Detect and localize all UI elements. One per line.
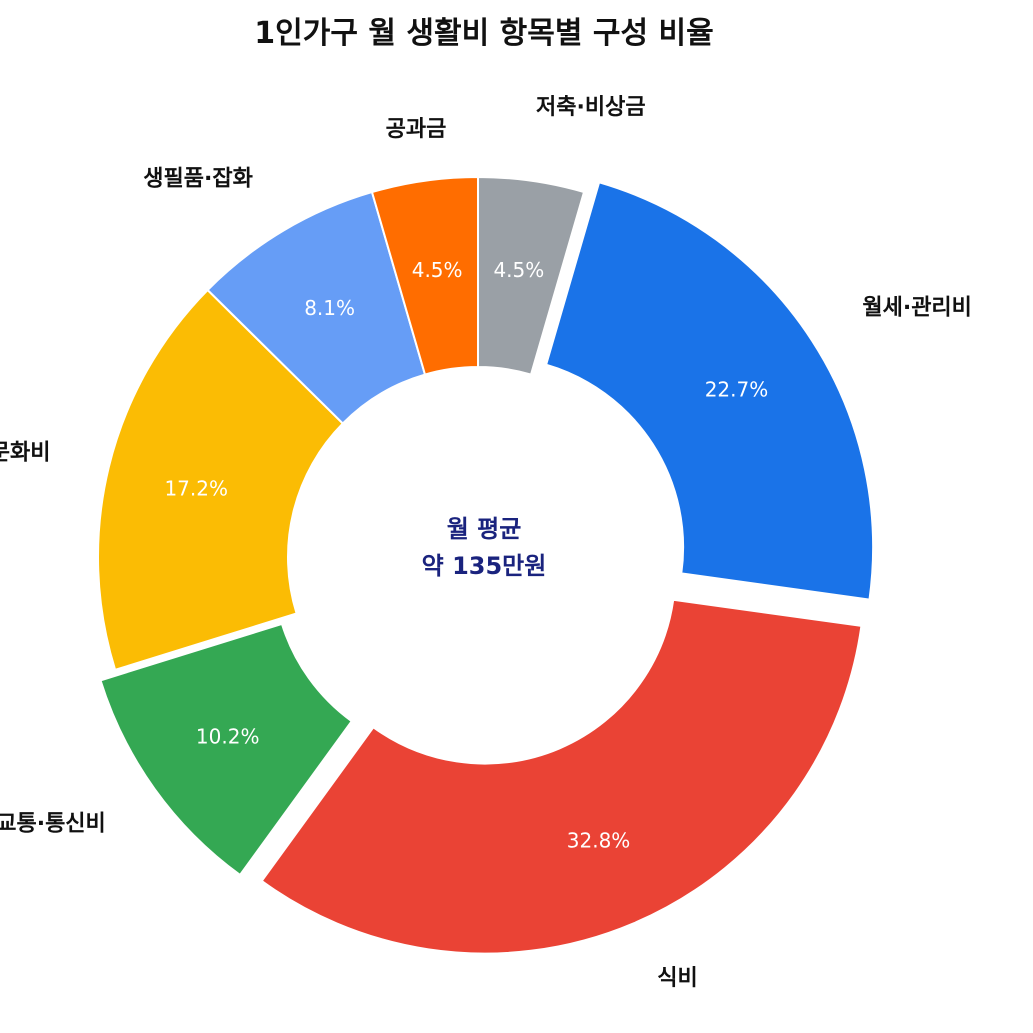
category-label-저축-비상금: 저축·비상금 — [536, 95, 646, 120]
percent-labels: 4.5% 22.7% 32.8% 10.2% 17.2% 8.1% 4.5% — [164, 258, 768, 853]
percent-label-월세-관리비: 22.7% — [705, 378, 769, 402]
center-text-line1: 월 평균 — [447, 515, 522, 543]
category-label-공과금: 공과금 — [386, 117, 447, 142]
percent-label-저축-비상금: 4.5% — [493, 258, 544, 282]
category-label-생필품-잡화: 생필품·잡화 — [143, 166, 253, 191]
slice-교통-통신비 — [99, 622, 354, 877]
donut-slices — [97, 175, 875, 955]
center-text-line2: 약 135만원 — [422, 552, 547, 580]
slice-월세-관리비 — [544, 181, 875, 601]
slice-공과금 — [370, 175, 479, 376]
percent-label-여가-문화비: 17.2% — [164, 476, 228, 500]
percent-label-식비: 32.8% — [567, 828, 631, 852]
percent-label-생필품-잡화: 8.1% — [304, 296, 355, 320]
percent-label-공과금: 4.5% — [412, 258, 463, 282]
slice-식비 — [260, 598, 863, 955]
category-label-교통-통신비: 교통·통신비 — [0, 811, 106, 836]
slice-저축-비상금 — [477, 175, 586, 376]
slice-여가-문화비 — [97, 288, 345, 672]
chart-title: 1인가구 월 생활비 항목별 구성 비율 — [254, 16, 714, 51]
category-label-월세-관리비: 월세·관리비 — [862, 295, 972, 320]
category-label-여가-문화비: 여가·문화비 — [0, 440, 50, 465]
category-label-식비: 식비 — [657, 966, 697, 991]
percent-label-교통-통신비: 10.2% — [196, 724, 260, 748]
